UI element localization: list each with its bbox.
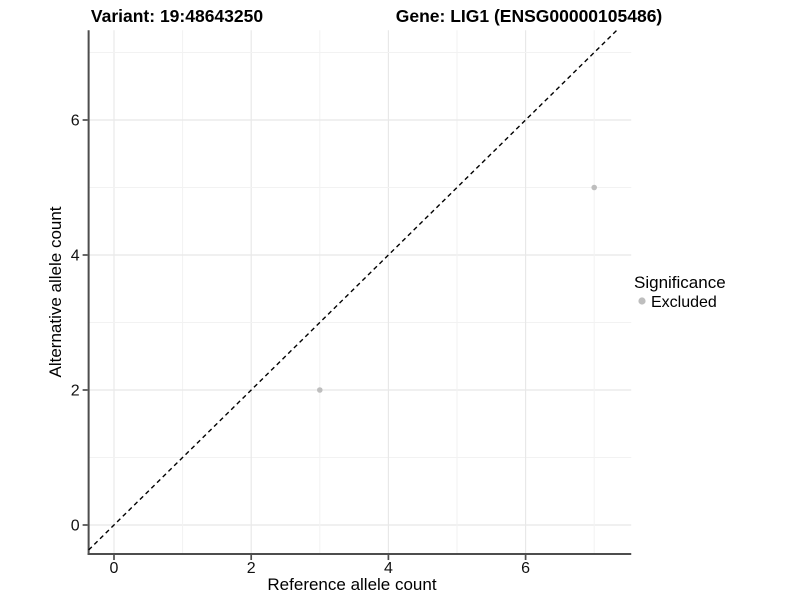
x-tick-label: 6 bbox=[521, 560, 530, 577]
gridlines bbox=[88, 30, 632, 555]
data-point bbox=[317, 387, 323, 393]
legend-point-swatch bbox=[638, 297, 646, 305]
legend-item-excluded: Excluded bbox=[651, 294, 717, 311]
reference-line-layer bbox=[88, 29, 618, 551]
x-tick-label: 0 bbox=[110, 560, 119, 577]
plot-title-variant: Variant: 19:48643250 bbox=[91, 6, 263, 26]
y-tick-label: 4 bbox=[71, 248, 80, 265]
x-tick-label: 2 bbox=[247, 560, 256, 577]
x-tick-label: 4 bbox=[384, 560, 393, 577]
y-tick-label: 6 bbox=[71, 113, 80, 130]
x-axis-title: Reference allele count bbox=[267, 575, 436, 594]
legend: Significance Excluded bbox=[634, 273, 726, 311]
data-points-layer bbox=[317, 184, 597, 393]
y-tick-label: 0 bbox=[71, 518, 80, 535]
identity-reference-line bbox=[88, 29, 618, 551]
axes: 0 2 4 6 0 2 4 6 bbox=[71, 30, 632, 577]
y-axis-title: Alternative allele count bbox=[46, 206, 65, 377]
plot-title-gene: Gene: LIG1 (ENSG00000105486) bbox=[396, 6, 663, 26]
legend-title: Significance bbox=[634, 273, 726, 292]
data-point bbox=[591, 184, 597, 191]
y-tick-label: 2 bbox=[71, 383, 80, 400]
